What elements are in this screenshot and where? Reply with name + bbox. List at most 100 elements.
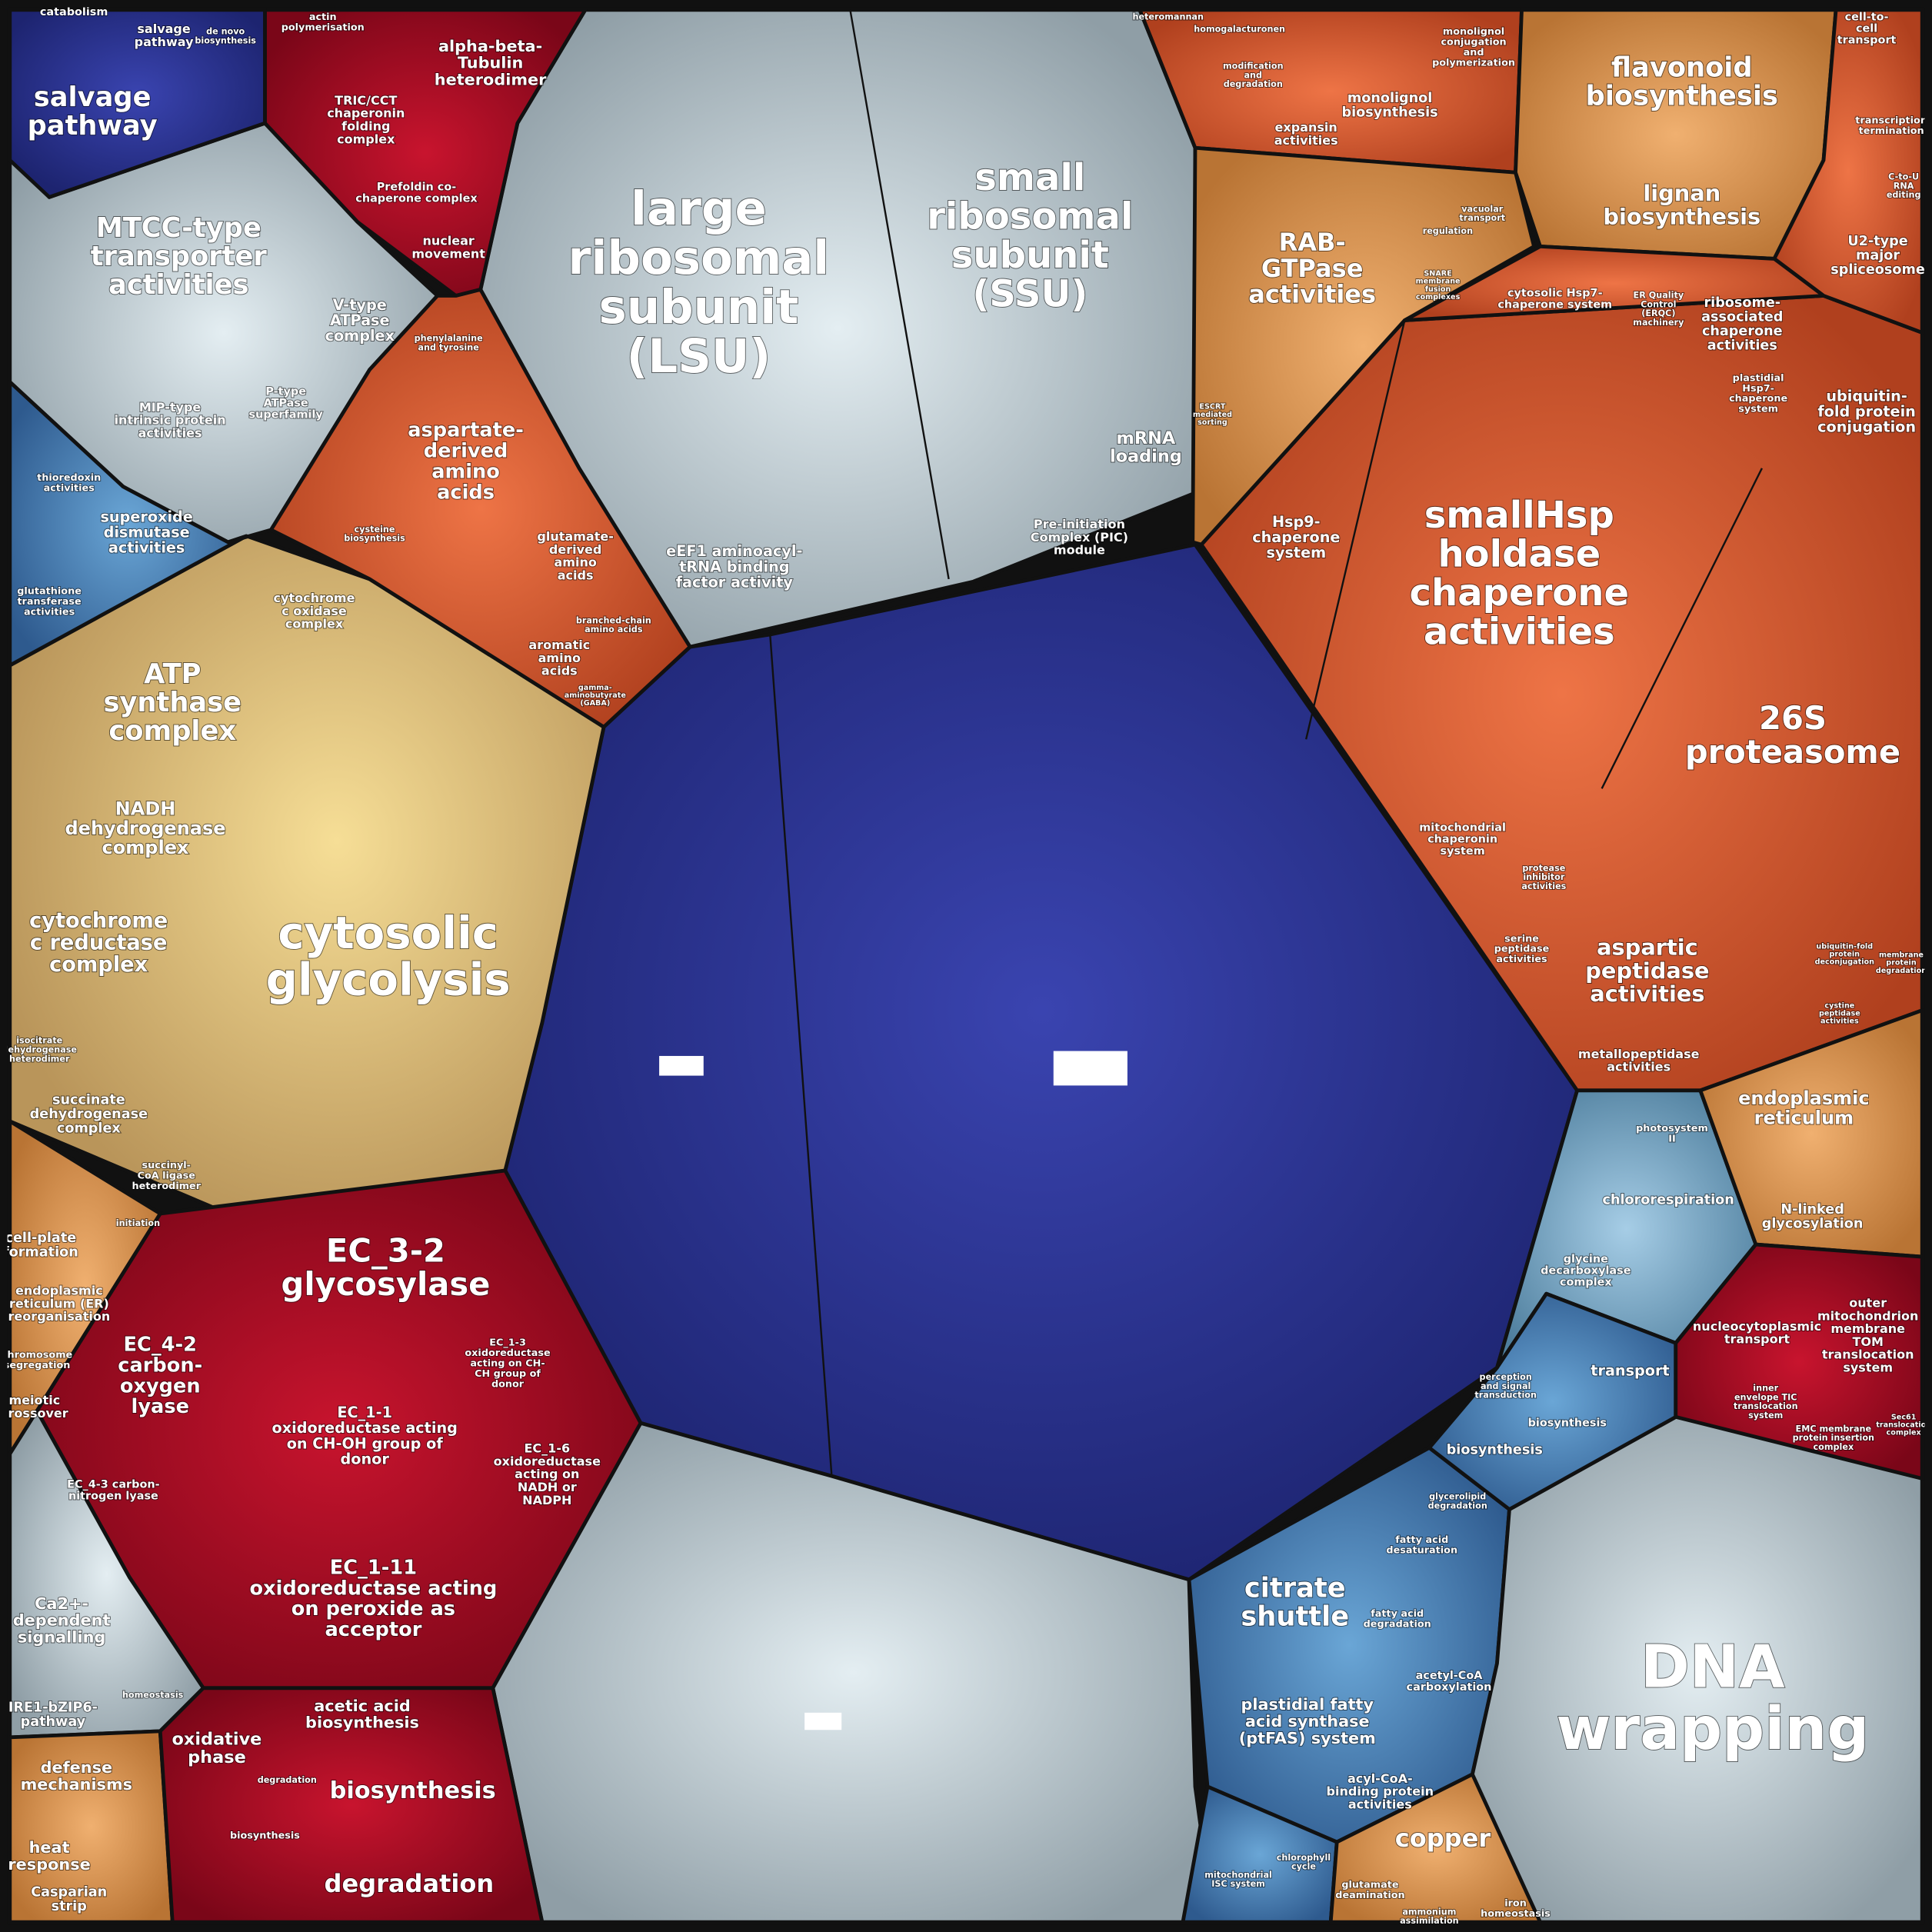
cell-label: transport (1459, 213, 1505, 223)
cell-label: activities (1820, 1017, 1859, 1025)
cell-label: complex (1887, 1429, 1922, 1437)
cell-label: fatty acid (1395, 1534, 1448, 1546)
cell-label: biosynthesis (305, 1714, 419, 1732)
cell-label: system (1267, 544, 1327, 561)
cell-label: monolignol (1347, 91, 1432, 106)
cell-label: salvage (34, 82, 152, 113)
cell-label: chlororespiration (1603, 1192, 1734, 1208)
cell-label: ATP (144, 658, 201, 690)
cell-label: protein (1886, 959, 1917, 968)
cell-label: superoxide (100, 508, 192, 525)
cell-label: cell-plate (5, 1231, 77, 1246)
cell-label: CoA ligase (138, 1170, 196, 1181)
blank-label (804, 1712, 842, 1730)
cell-label: MIP-type (139, 400, 202, 415)
cell-label: transport (1837, 35, 1897, 47)
cell-label: donor (341, 1451, 390, 1468)
cell-label: peptidase (1585, 958, 1709, 984)
cell-label: inner (1753, 1384, 1778, 1394)
divider (1304, 320, 1406, 740)
cell-label: lyase (132, 1395, 189, 1418)
cell-label: GTPase (1261, 254, 1364, 283)
cell-label: oxidoreductase (465, 1347, 551, 1359)
cell-label: meiotic (9, 1393, 61, 1407)
cell-label: acids (558, 568, 594, 582)
cell-label: wrapping (1556, 1695, 1869, 1764)
cell-label: peptidase (1494, 944, 1550, 955)
cell-label: expansin (1275, 120, 1337, 135)
cell-label: Casparian (31, 1885, 107, 1900)
cell-label: membrane (1830, 1321, 1905, 1336)
cell-label: SNARE (1424, 270, 1451, 278)
cell (158, 1686, 545, 1924)
cell-label: eEF1 aminoacyl- (666, 542, 802, 560)
cell-label: dehydrogenase (65, 818, 225, 839)
cell-label: mechanisms (21, 1775, 132, 1794)
cell-label: branched-chain (576, 615, 651, 625)
cell-label: biosynthesis (1342, 105, 1438, 121)
cell-label: decarboxylase (1541, 1264, 1631, 1277)
cell-label: cystine (1824, 1001, 1854, 1010)
cell-label: chaperone system (1497, 298, 1612, 311)
cell-label: associated (1701, 310, 1783, 325)
cell-label: catabolism (40, 6, 108, 18)
cell-label: proteasome (1685, 733, 1900, 771)
cell-label: glutathione (17, 585, 82, 597)
cell-label: endoplasmic (15, 1283, 103, 1297)
cell-label: isocitrate (16, 1036, 62, 1046)
cell-label: pathway (135, 35, 194, 49)
cell-label: chlorophyll (1277, 1853, 1331, 1863)
cell-label: NADPH (522, 1493, 571, 1507)
cell-label: transcription (1855, 115, 1927, 127)
cell-label: formation (3, 1245, 78, 1261)
cell-label: chaperone complex (355, 193, 478, 205)
cell-label: ESCRT (1199, 403, 1226, 411)
cell-label: glycosylase (281, 1265, 491, 1303)
cell-label: chaperone (1410, 571, 1630, 615)
cell-label: factor activity (676, 574, 794, 591)
cell-label: assimilation (1400, 1916, 1459, 1926)
cell-label: mRNA (1117, 428, 1176, 448)
cell-label: subunit (951, 234, 1109, 277)
cell-label: activities (1248, 279, 1376, 308)
cell-label: membrane (1879, 951, 1924, 960)
cell-label: activities (1707, 338, 1777, 354)
cell-label: transduction (1474, 1391, 1537, 1401)
cell-label: segregation (4, 1360, 71, 1371)
cell-label: carbon- (118, 1354, 202, 1377)
cell-label: biosynthesis (1447, 1443, 1543, 1458)
cell-label: biosynthesis (344, 534, 405, 544)
cell-label: sorting (1198, 418, 1227, 427)
cell-label: oxidative (172, 1730, 262, 1750)
cell-label: fold protein (1817, 403, 1916, 421)
cell-label: and tyrosine (418, 342, 479, 352)
cell-label: heat (29, 1838, 70, 1857)
cell-label: activities (1521, 881, 1566, 891)
cell-label: EC_1-1 (337, 1404, 392, 1421)
cell-label: activities (108, 539, 185, 557)
cell-label: signalling (18, 1628, 105, 1647)
cell-label: iron (1504, 1898, 1527, 1910)
cell (8, 8, 267, 199)
cell-label: system (1748, 1411, 1783, 1421)
cell-label: cycle (1291, 1862, 1316, 1872)
cell-label: endoplasmic (1738, 1088, 1870, 1109)
cell-label: tRNA binding (679, 558, 789, 575)
cell-label: machinery (1633, 318, 1684, 328)
cell-label: plastidial (1733, 372, 1784, 384)
cell-label: heterodimer (132, 1181, 201, 1192)
cell-label: activities (1590, 981, 1704, 1007)
cell-label: glycosylation (1762, 1217, 1864, 1232)
cell-label: transport (1591, 1362, 1669, 1380)
cell-label: C-to-U (1888, 172, 1919, 182)
cell-label: modification (1223, 62, 1284, 72)
cell-label: dismutase (104, 524, 190, 541)
divider (849, 9, 950, 580)
cell-label: holdase (1437, 532, 1601, 575)
cell-label: movement (411, 246, 485, 261)
cell-label: chaperone (1702, 324, 1783, 339)
cell-label: and signal (1481, 1381, 1531, 1391)
cell-label: heteromannan (1132, 12, 1203, 22)
